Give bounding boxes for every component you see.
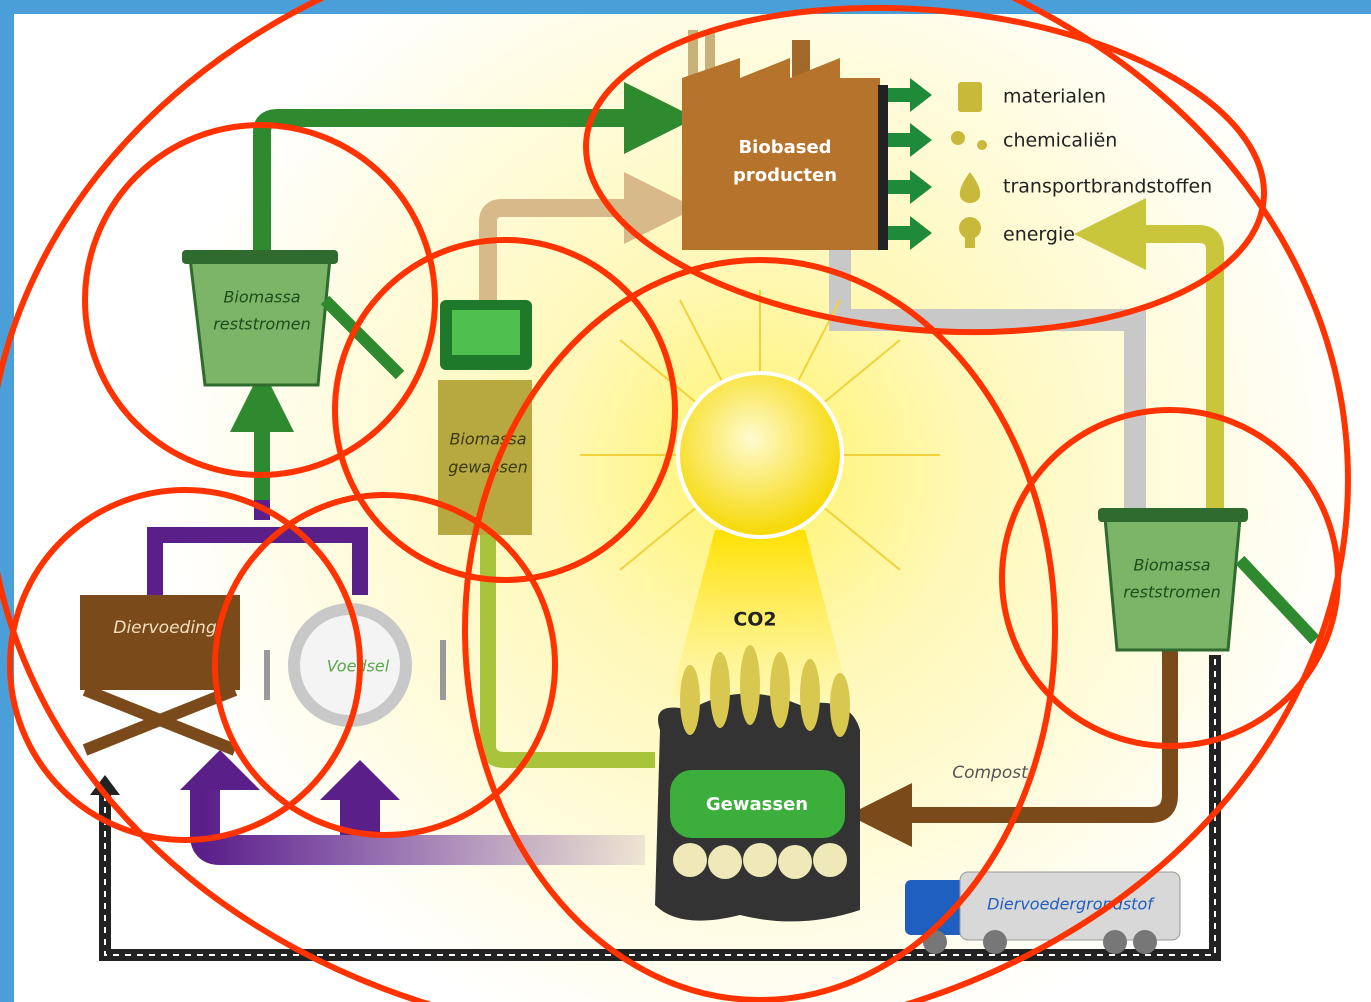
feed-label: Diervoeding (113, 618, 216, 638)
truck-cab (905, 880, 965, 935)
arrows-purple (180, 750, 400, 835)
bin-label: Biomassa (223, 288, 300, 307)
output-label: transportbrandstoffen (1003, 176, 1212, 198)
output-label: energie (1003, 224, 1075, 246)
crops-box-label: gewassen (448, 458, 528, 477)
flow-compost (848, 650, 1178, 847)
factory (682, 58, 880, 250)
truck-wheels (923, 930, 1157, 954)
chimney (705, 30, 715, 80)
road-lines (104, 655, 1216, 956)
bin-lid (320, 295, 405, 380)
flow-energy (1074, 198, 1224, 510)
compost-label: Compost (952, 763, 1029, 783)
truck-label: Diervoedergrondstof (987, 895, 1155, 914)
feed-legs (82, 684, 238, 756)
bin-lid (1235, 555, 1320, 645)
co2-label: CO2 (733, 609, 776, 631)
output-label: chemicaliën (1003, 130, 1117, 152)
bin-label: reststromen (1123, 583, 1221, 602)
crops-block (670, 770, 845, 838)
flow-purple-base (190, 790, 645, 865)
flow-lightgreen (480, 535, 655, 768)
output-arrows (888, 78, 932, 250)
crops-label: Gewassen (706, 794, 808, 815)
wheat (680, 645, 850, 737)
flow-green (253, 82, 696, 250)
plate-inner (300, 615, 400, 715)
beets (673, 843, 847, 879)
bin-rim (1098, 508, 1248, 522)
flow-tan (479, 172, 696, 300)
output-label: materialen (1003, 86, 1106, 108)
factory-label: producten (733, 165, 837, 186)
fork (440, 640, 446, 700)
factory-edge (878, 85, 888, 250)
sun (676, 371, 844, 539)
bin-rim (182, 250, 338, 264)
chimney (792, 40, 810, 80)
harvester-screen (452, 310, 520, 355)
chimney (688, 30, 698, 80)
road-arrow (90, 775, 120, 795)
bin-label: Biomassa (1133, 556, 1210, 575)
factory-label: Biobased (738, 137, 831, 158)
bin-label: reststromen (213, 315, 311, 334)
output-icons (951, 82, 987, 248)
spoon (264, 650, 270, 700)
crops-box-label: Biomassa (449, 430, 526, 449)
